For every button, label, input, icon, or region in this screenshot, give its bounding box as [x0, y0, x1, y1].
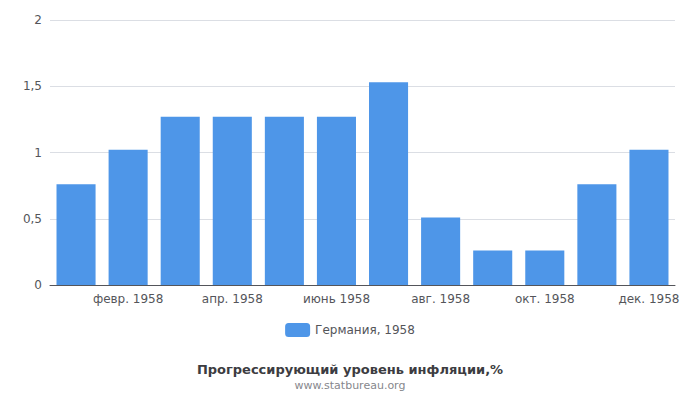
- svg-text:Германия, 1958: Германия, 1958: [315, 323, 415, 337]
- svg-text:Прогрессирующий уровень инфляц: Прогрессирующий уровень инфляции,%: [197, 362, 503, 377]
- svg-text:февр. 1958: февр. 1958: [93, 292, 164, 306]
- svg-text:2: 2: [34, 13, 42, 27]
- svg-text:дек. 1958: дек. 1958: [618, 292, 679, 306]
- svg-text:1: 1: [34, 146, 42, 160]
- svg-text:0,5: 0,5: [23, 212, 42, 226]
- svg-text:окт. 1958: окт. 1958: [515, 292, 575, 306]
- svg-text:июнь 1958: июнь 1958: [303, 292, 370, 306]
- svg-text:1,5: 1,5: [23, 79, 42, 93]
- svg-text:авг. 1958: авг. 1958: [411, 292, 470, 306]
- svg-text:0: 0: [34, 278, 42, 292]
- svg-text:апр. 1958: апр. 1958: [202, 292, 263, 306]
- svg-text:www.statbureau.org: www.statbureau.org: [295, 379, 406, 392]
